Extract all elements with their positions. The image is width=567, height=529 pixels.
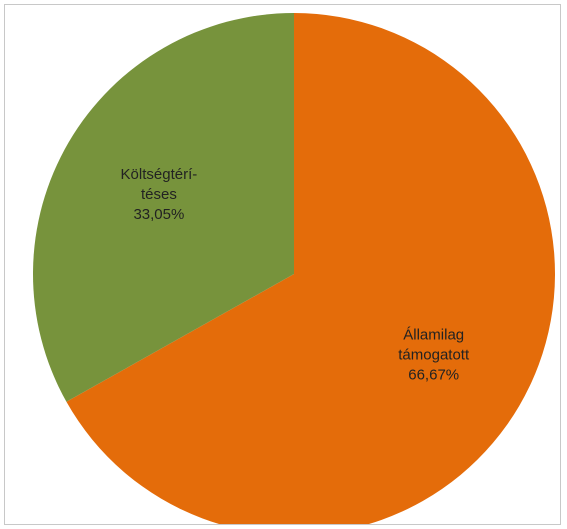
slice-category-label: téses	[141, 186, 177, 203]
slice-category-label: Költségtérí-	[121, 166, 198, 183]
slice-value-label: 33,05%	[133, 206, 184, 223]
slice-value-label: 66,67%	[408, 367, 459, 384]
slice-category-label: támogatott	[398, 347, 470, 364]
slice-category-label: Államilag	[403, 327, 464, 344]
chart-frame: Államilag támogatott 66,67% Költségtérí-tés…	[4, 4, 561, 525]
pie-chart: Államilag támogatott 66,67% Költségtérí-tés…	[5, 5, 561, 525]
